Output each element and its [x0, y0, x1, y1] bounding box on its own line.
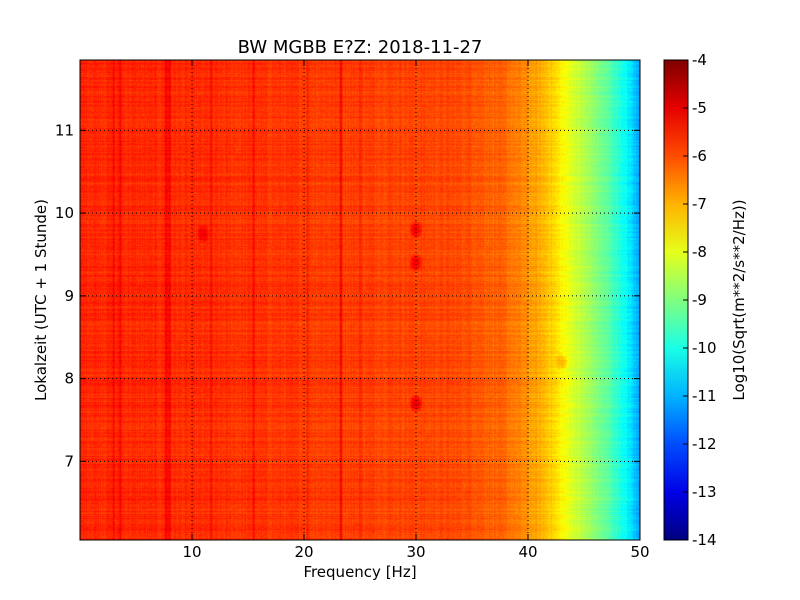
- plot-area: [79, 59, 641, 541]
- colorbar-ticks: -4 -5 -6 -7 -8 -9 -10 -11 -12 -13 -14: [683, 51, 717, 549]
- y-tick-label: 8: [64, 370, 74, 388]
- colorbar-tick-label: -10: [692, 339, 717, 357]
- x-tick-label: 50: [630, 543, 649, 561]
- x-axis-label: Frequency [Hz]: [303, 563, 416, 581]
- colorbar-tick-label: -11: [692, 387, 717, 405]
- colorbar-tick-label: -7: [692, 195, 707, 213]
- grid-lines: [80, 60, 640, 540]
- colorbar-tick-label: -9: [692, 291, 707, 309]
- y-tick-label: 10: [55, 204, 74, 222]
- y-tick-label: 9: [64, 287, 74, 305]
- colorbar-tick-label: -5: [692, 99, 707, 117]
- colorbar-tick-label: -4: [692, 51, 707, 69]
- y-tick-label: 11: [55, 121, 74, 139]
- y-axis-ticks: 7 8 9 10 11: [55, 121, 640, 470]
- colorbar-tick-label: -14: [692, 531, 717, 549]
- colorbar-tick-label: -12: [692, 435, 717, 453]
- y-tick-label: 7: [64, 452, 74, 470]
- chart-title: BW MGBB E?Z: 2018-11-27: [238, 37, 483, 58]
- colorbar-tick-label: -8: [692, 243, 707, 261]
- x-tick-label: 20: [294, 543, 313, 561]
- colorbar-label: Log10(Sqrt(m**2/s**2/Hz)): [730, 199, 748, 400]
- x-tick-label: 10: [182, 543, 201, 561]
- plot-frame: [79, 59, 641, 541]
- heatmap-image: [80, 60, 640, 540]
- x-axis-ticks: 10 20 30 40 50: [182, 60, 650, 561]
- x-tick-label: 30: [406, 543, 425, 561]
- x-tick-label: 40: [518, 543, 537, 561]
- colorbar-tick-label: -6: [692, 147, 707, 165]
- colorbar: -4 -5 -6 -7 -8 -9 -10 -11 -12 -13 -14 Log10(Sqrt(m…: [663, 51, 748, 549]
- y-axis-label: Lokalzeit (UTC + 1 Stunde): [32, 199, 50, 401]
- colorbar-tick-label: -13: [692, 483, 717, 501]
